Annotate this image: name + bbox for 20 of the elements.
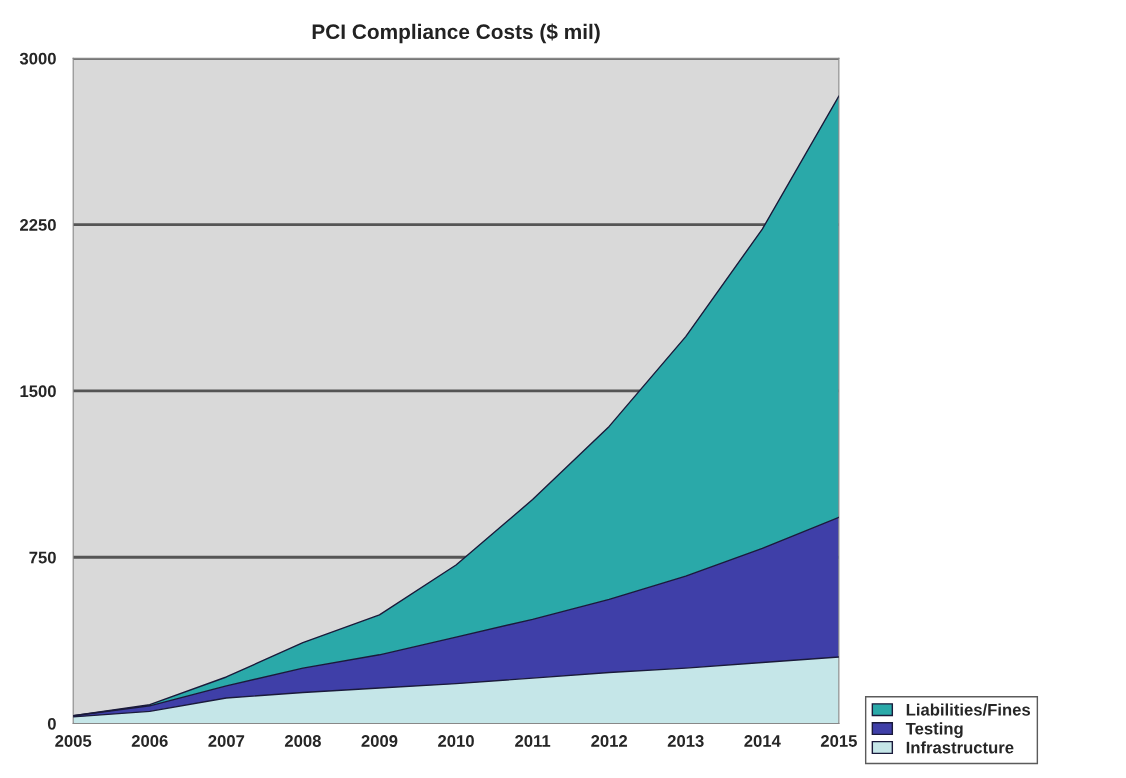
legend-label: Liabilities/Fines [906, 703, 1031, 716]
x-tick-label: 2013 [667, 735, 704, 747]
legend-label: Infrastructure [906, 741, 1014, 754]
y-tick-label: 3000 [19, 52, 56, 65]
y-tick-label: 2250 [20, 219, 56, 231]
x-tick-label: 2011 [515, 735, 551, 747]
x-tick-label: 2009 [361, 735, 398, 747]
x-tick-label: 2012 [591, 735, 628, 747]
chart-title: PCI Compliance Costs ($ mil) [312, 23, 600, 44]
y-tick-label: 0 [47, 717, 56, 730]
y-tick-label: 1500 [20, 385, 56, 398]
legend-label: Testing [905, 722, 963, 738]
x-tick-label: 2015 [820, 735, 857, 747]
x-tick-label: 2014 [744, 735, 781, 747]
x-tick-label: 2010 [438, 735, 474, 747]
x-tick-label: 2008 [284, 735, 321, 747]
y-tick-label: 750 [29, 551, 56, 564]
x-tick-label: 2005 [55, 735, 92, 747]
x-tick-label: 2006 [131, 735, 168, 747]
x-tick-label: 2007 [208, 735, 245, 747]
